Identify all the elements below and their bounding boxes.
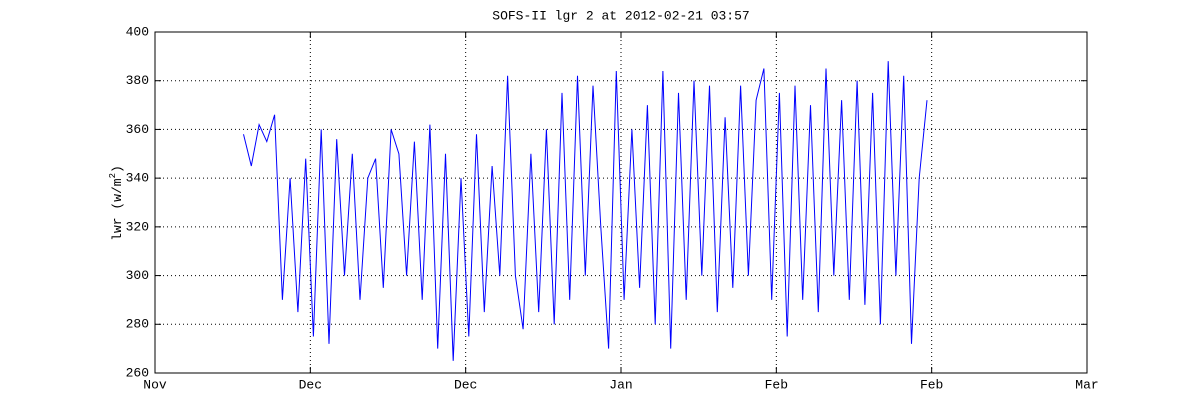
data-line bbox=[243, 61, 928, 361]
x-tick-label: Dec bbox=[454, 377, 477, 392]
y-label-sup: 2 bbox=[108, 173, 118, 178]
y-tick-label: 380 bbox=[126, 73, 149, 88]
y-axis-label: lwr (w/m2) bbox=[108, 165, 125, 241]
x-tick-label: Feb bbox=[920, 377, 943, 392]
y-tick-label: 300 bbox=[126, 268, 149, 283]
y-tick-label: 320 bbox=[126, 219, 149, 234]
y-tick-label: 360 bbox=[126, 122, 149, 137]
x-tick-label: Feb bbox=[765, 377, 788, 392]
y-label-end: ) bbox=[110, 165, 125, 173]
y-tick-label: 340 bbox=[126, 171, 149, 186]
plot-frame bbox=[154, 31, 1088, 374]
x-tick-label: Mar bbox=[1075, 377, 1098, 392]
x-tick-label: Dec bbox=[299, 377, 322, 392]
chart-title: SOFS-II lgr 2 at 2012-02-21 03:57 bbox=[492, 8, 749, 23]
y-tick-label: 400 bbox=[126, 24, 149, 39]
y-tick-label: 260 bbox=[126, 365, 149, 380]
x-tick-label: Jan bbox=[609, 377, 632, 392]
y-label-text: lwr (w/m bbox=[110, 178, 125, 241]
y-tick-label: 280 bbox=[126, 317, 149, 332]
x-tick-label: Nov bbox=[143, 377, 167, 392]
